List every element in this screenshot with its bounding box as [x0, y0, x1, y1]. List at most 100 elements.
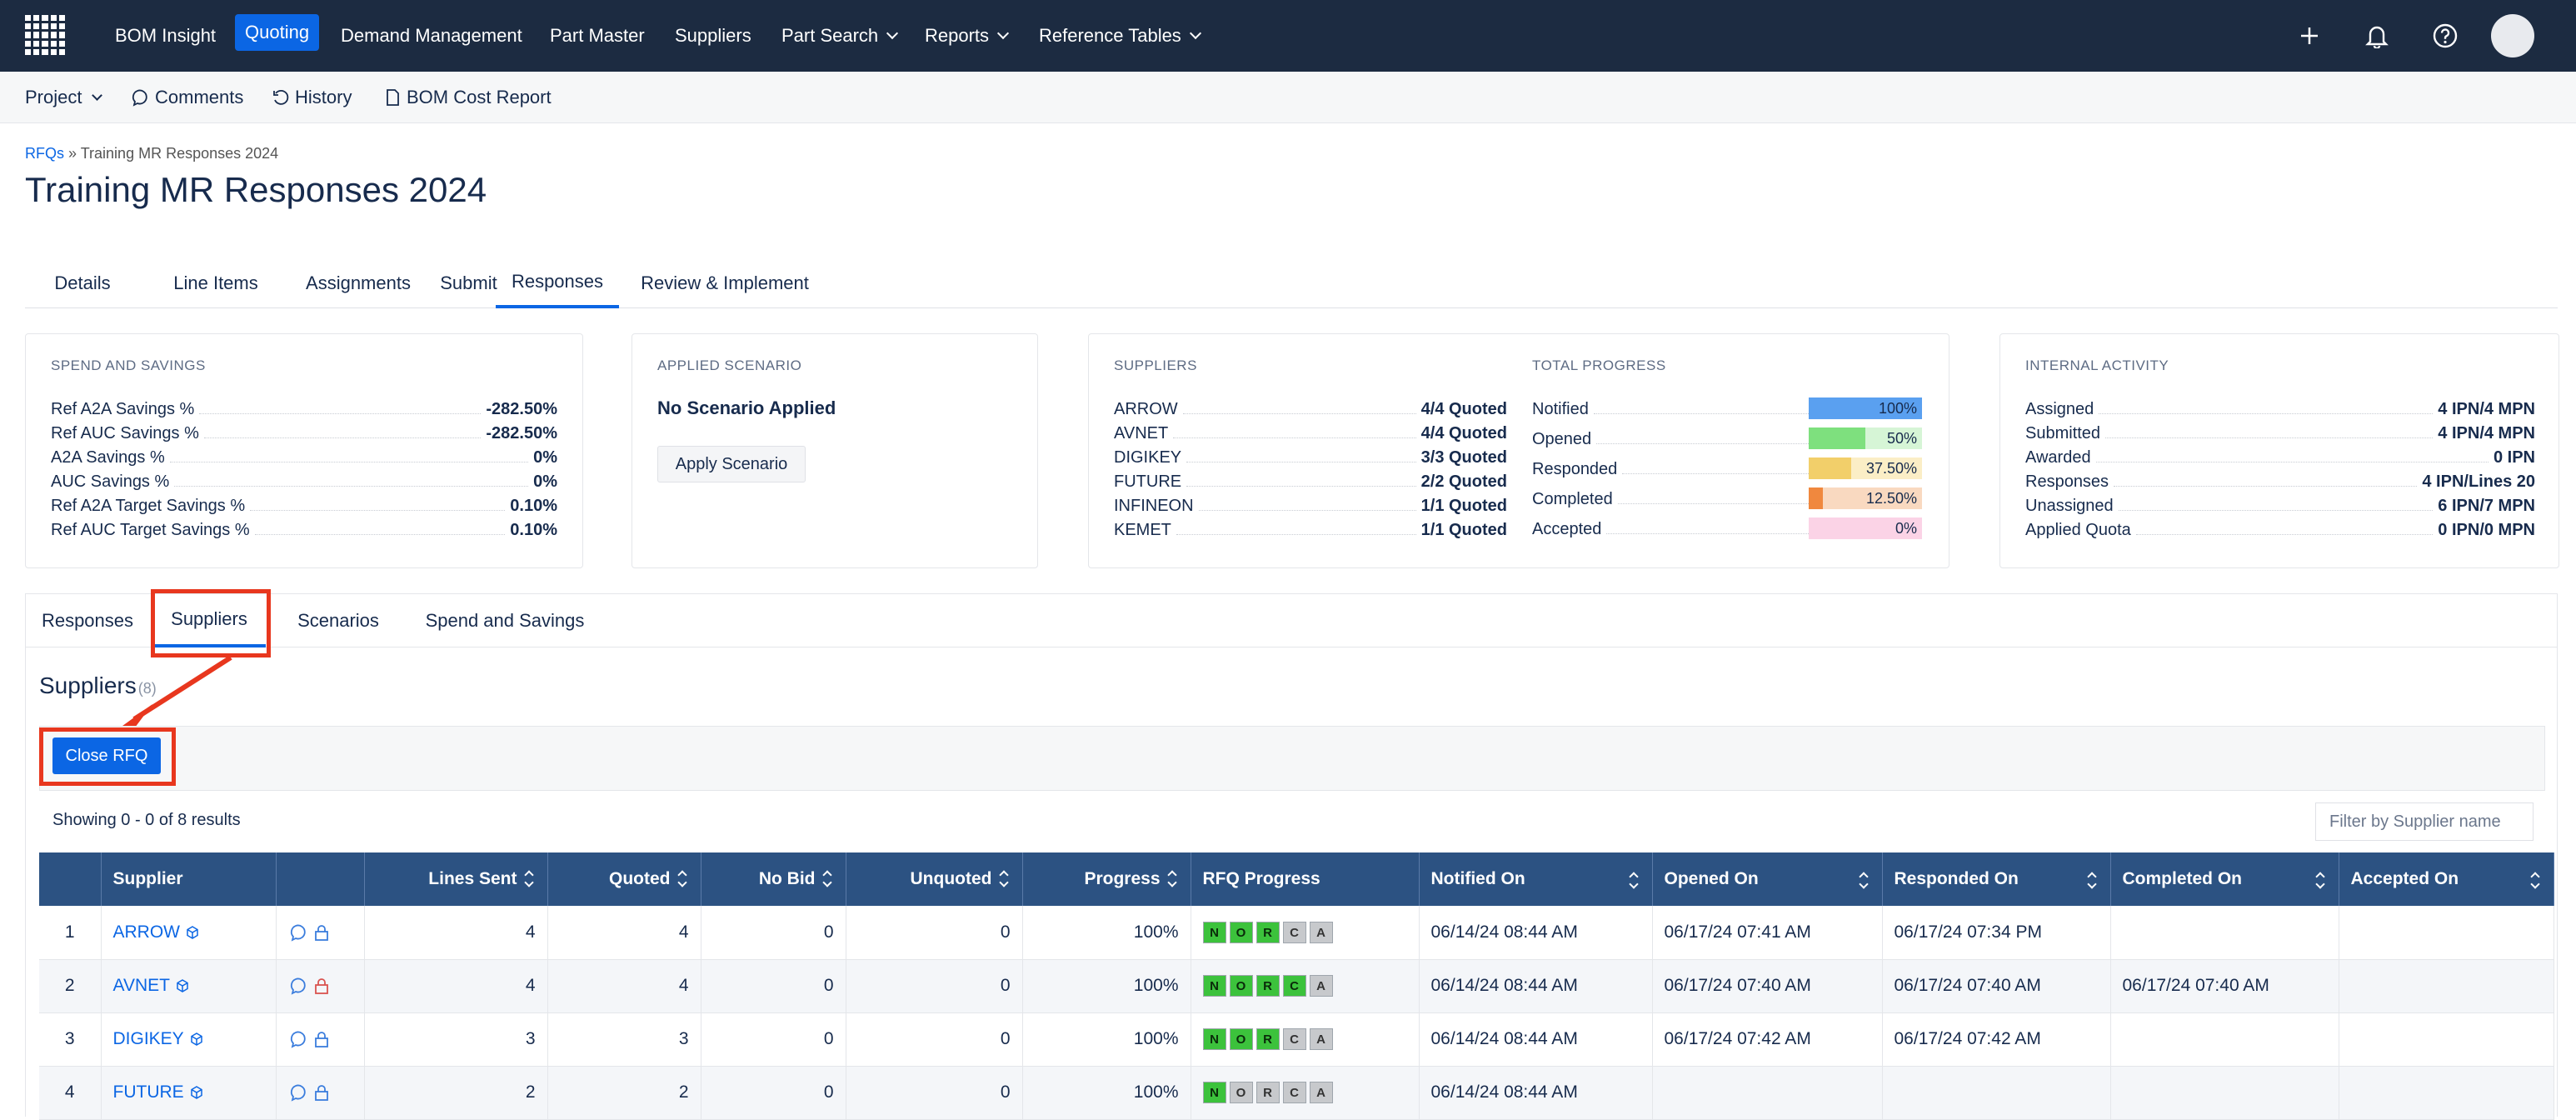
- col-no-bid[interactable]: No Bid: [701, 852, 846, 906]
- project-menu[interactable]: Project: [25, 72, 103, 123]
- tab-submit[interactable]: Submit: [440, 272, 497, 293]
- spend-savings-card: SPEND AND SAVINGS Ref A2A Savings % -282.…: [25, 333, 583, 568]
- lock-icon[interactable]: [313, 923, 330, 942]
- stat-label: Submitted: [2025, 424, 2101, 442]
- nav-part-search[interactable]: Part Search: [781, 0, 899, 72]
- rfq-flag-c: C: [1282, 1028, 1306, 1050]
- stat-value: -282.50%: [486, 400, 557, 418]
- comment-icon[interactable]: [290, 1083, 308, 1102]
- breadcrumb-rfqs-link[interactable]: RFQs: [25, 145, 64, 162]
- supplier-link[interactable]: DIGIKEY: [112, 1029, 184, 1048]
- tab-inner-scenarios[interactable]: Scenarios: [297, 610, 379, 631]
- tab-assignments[interactable]: Assignments: [306, 272, 411, 293]
- supplier-filter-input[interactable]: Filter by Supplier name: [2315, 802, 2534, 841]
- tab-inner-responses[interactable]: Responses: [41, 610, 134, 631]
- apply-scenario-button[interactable]: Apply Scenario: [657, 446, 806, 482]
- supplier-cell[interactable]: FUTURE: [101, 1066, 277, 1120]
- help-icon[interactable]: [2424, 15, 2466, 57]
- comment-icon[interactable]: [290, 977, 308, 996]
- completed-on-cell: [2110, 906, 2339, 960]
- nav-reports[interactable]: Reports: [925, 0, 1010, 72]
- nav-suppliers[interactable]: Suppliers: [675, 25, 751, 46]
- rfq-flag-a: A: [1309, 1082, 1333, 1103]
- supplier-link[interactable]: FUTURE: [112, 1082, 184, 1102]
- bom-cost-report-link[interactable]: BOM Cost Report: [383, 72, 552, 123]
- history-icon: [273, 89, 289, 105]
- close-rfq-button[interactable]: Close RFQ: [52, 738, 161, 774]
- stat-label: Ref A2A Target Savings %: [51, 497, 246, 515]
- opened-on-cell: 06/17/24 07:40 AM: [1652, 959, 1883, 1013]
- rfq-flag-r: R: [1256, 921, 1280, 943]
- nav-part-master[interactable]: Part Master: [550, 25, 645, 46]
- col-quoted[interactable]: Quoted: [547, 852, 701, 906]
- supplier-quote-row: FUTURE 2/2 Quoted: [1114, 470, 1507, 492]
- progress-row: Responded: [1532, 458, 1814, 479]
- project-menu-label: Project: [25, 87, 82, 108]
- col-opened-on[interactable]: Opened On: [1652, 852, 1883, 906]
- table-row[interactable]: 1 ARROW 4 4 0 0 100% N O R C A 06/14/24 08:44 AM 06/1…: [39, 906, 2554, 960]
- lock-icon[interactable]: [313, 1030, 330, 1048]
- comment-icon[interactable]: [290, 923, 308, 942]
- actions-cell: [276, 959, 365, 1013]
- comment-icon[interactable]: [290, 1030, 308, 1049]
- stat-label: Assigned: [2025, 400, 2094, 418]
- col-unquoted[interactable]: Unquoted: [846, 852, 1023, 906]
- nav-quoting[interactable]: Quoting: [235, 14, 320, 51]
- col-accepted-on[interactable]: Accepted On: [2339, 852, 2554, 906]
- comments-link[interactable]: Comments: [132, 72, 243, 123]
- unquoted-cell: 0: [846, 1066, 1023, 1120]
- col-responded-on[interactable]: Responded On: [1882, 852, 2111, 906]
- notified-on-cell: 06/14/24 08:44 AM: [1419, 959, 1653, 1013]
- col-notified-on[interactable]: Notified On: [1419, 852, 1653, 906]
- supplier-link[interactable]: ARROW: [112, 922, 181, 942]
- opened-on-cell: [1652, 1066, 1883, 1120]
- supplier-cell[interactable]: DIGIKEY: [101, 1012, 277, 1067]
- no-bid-cell: 0: [701, 906, 846, 960]
- progress-bar: 37.50%: [1809, 458, 1922, 479]
- tab-responses[interactable]: Responses: [496, 258, 619, 308]
- lines-sent-cell: 3: [364, 1012, 548, 1067]
- col-completed-on[interactable]: Completed On: [2110, 852, 2339, 906]
- tab-details[interactable]: Details: [54, 272, 111, 293]
- apps-grid-icon[interactable]: [25, 15, 65, 55]
- stat-value: 4/4 Quoted: [1420, 400, 1507, 418]
- tab-inner-spend-savings[interactable]: Spend and Savings: [425, 610, 585, 631]
- cube-icon: [190, 1032, 202, 1047]
- history-link[interactable]: History: [272, 72, 352, 123]
- lock-icon[interactable]: [313, 977, 330, 995]
- actions-cell: [276, 1012, 365, 1067]
- col-supplier[interactable]: Supplier: [101, 852, 277, 906]
- supplier-cell[interactable]: ARROW: [101, 906, 277, 960]
- col-progress[interactable]: Progress: [1022, 852, 1191, 906]
- plus-icon[interactable]: [2289, 15, 2330, 57]
- col-no-bid-label: No Bid: [758, 869, 816, 888]
- tab-line-items[interactable]: Line Items: [173, 272, 258, 293]
- lock-icon[interactable]: [313, 1083, 330, 1102]
- stat-row: Assigned 4 IPN/4 MPN: [2025, 398, 2535, 419]
- bom-cost-report-label: BOM Cost Report: [407, 87, 552, 108]
- rfq-flag-a: A: [1309, 921, 1333, 943]
- bell-icon[interactable]: [2356, 15, 2398, 57]
- nav-demand-management[interactable]: Demand Management: [341, 25, 522, 46]
- supplier-link[interactable]: AVNET: [112, 976, 170, 995]
- table-row[interactable]: 3 DIGIKEY 3 3 0 0 100% N O R C A 06/14/24 08:44 AM 06…: [39, 1012, 2554, 1067]
- stat-value: 0.10%: [510, 497, 557, 515]
- tab-inner-suppliers[interactable]: Suppliers: [152, 594, 266, 648]
- progress-row: Accepted: [1532, 518, 1814, 539]
- supplier-cell[interactable]: AVNET: [101, 959, 277, 1013]
- sort-icon: [524, 871, 536, 888]
- stat-value: 4 IPN/Lines 20: [2422, 472, 2535, 491]
- col-lines-sent[interactable]: Lines Sent: [364, 852, 548, 906]
- table-row[interactable]: 4 FUTURE 2 2 0 0 100% N O R C A 06/14/24 08:44 AM: [39, 1066, 2554, 1120]
- avatar[interactable]: [2491, 14, 2534, 58]
- tab-review-implement[interactable]: Review & Implement: [641, 272, 809, 293]
- quoted-cell: 4: [547, 906, 701, 960]
- table-row[interactable]: 2 AVNET 4 4 0 0 100% N O R C A 06/14/24 08:44 AM 06/1…: [39, 959, 2554, 1013]
- nav-reference-tables[interactable]: Reference Tables: [1039, 0, 1201, 72]
- responded-on-cell: [1882, 1066, 2111, 1120]
- nav-bom-insight[interactable]: BOM Insight: [115, 25, 217, 46]
- supplier-quote-row: KEMET 1/1 Quoted: [1114, 518, 1507, 540]
- chevron-down-icon: [996, 27, 1010, 40]
